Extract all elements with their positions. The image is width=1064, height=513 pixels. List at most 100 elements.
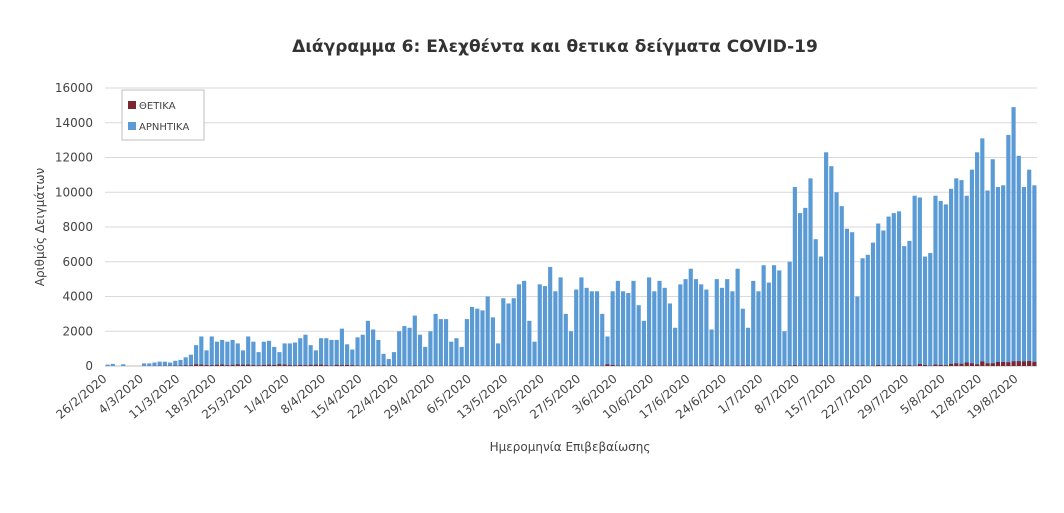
y-tick-label: 14000 [55,116,93,130]
bar [782,331,786,366]
bar [480,310,484,366]
bar [897,365,901,366]
bar [637,305,641,366]
bar [293,365,297,366]
bar [184,365,188,366]
bar [251,365,255,366]
bar [267,341,271,366]
bar [939,201,943,366]
legend-label: ΑΡΝΗΤΙΚΑ [139,122,189,133]
bar [340,365,344,366]
bar [111,364,115,366]
bar [517,284,521,366]
bar [345,344,349,366]
bar [204,350,208,366]
bar [1017,361,1021,366]
bar [454,338,458,366]
bar [272,365,276,366]
bar [293,343,297,366]
bar [257,365,261,366]
bar [178,360,182,366]
bar [189,365,193,366]
bar [1011,107,1015,366]
bar [928,253,932,366]
bar [329,340,333,366]
bar [585,288,589,366]
bar [241,350,245,366]
bar [574,290,578,366]
bar [933,196,937,366]
bar [361,335,365,366]
bar [923,365,927,366]
bar [918,364,922,366]
bar [631,281,635,366]
bar [881,230,885,366]
bar [236,343,240,366]
y-tick-label: 2000 [62,324,93,338]
y-tick-label: 16000 [55,81,93,95]
bar [683,279,687,366]
bar [746,328,750,366]
bar [319,338,323,366]
bar [397,331,401,366]
bar [564,314,568,366]
bar [251,342,255,366]
bar [980,361,984,366]
bar [376,340,380,366]
bar [220,340,224,366]
bar [736,269,740,366]
bar [996,187,1000,366]
bar [225,365,229,366]
bar [262,365,266,366]
bar [970,363,974,366]
bar [954,178,958,366]
bar [272,347,276,366]
bar [709,330,713,366]
bar [303,335,307,366]
bar [434,314,438,366]
bar [699,284,703,366]
bar [527,321,531,366]
bar [897,211,901,366]
bar [814,239,818,366]
bar [314,350,318,366]
bar [121,364,125,366]
bar [335,365,339,366]
bar [933,365,937,366]
bar [486,297,490,367]
bar [210,365,214,366]
bar [449,342,453,366]
bar [715,279,719,366]
bar [408,328,412,366]
bar [965,362,969,366]
bar [626,293,630,366]
bar [616,281,620,366]
bar [965,196,969,366]
bar [496,343,500,366]
bar [887,217,891,366]
bar [860,258,864,366]
bar [309,345,313,366]
bar [413,316,417,366]
bar [559,277,563,366]
bar [772,265,776,366]
bar [819,365,823,366]
bar [678,284,682,366]
bar [444,319,448,366]
bar [569,331,573,366]
bar [902,246,906,366]
bar [288,365,292,366]
bar [1022,361,1026,366]
bar [1001,185,1005,366]
bar [506,303,510,366]
bar [985,191,989,366]
bar [303,365,307,366]
bar [215,342,219,366]
bar [834,365,838,366]
bar [152,363,156,366]
bar [257,352,261,366]
bar [704,290,708,366]
bar [605,364,609,366]
bar [1027,361,1031,366]
